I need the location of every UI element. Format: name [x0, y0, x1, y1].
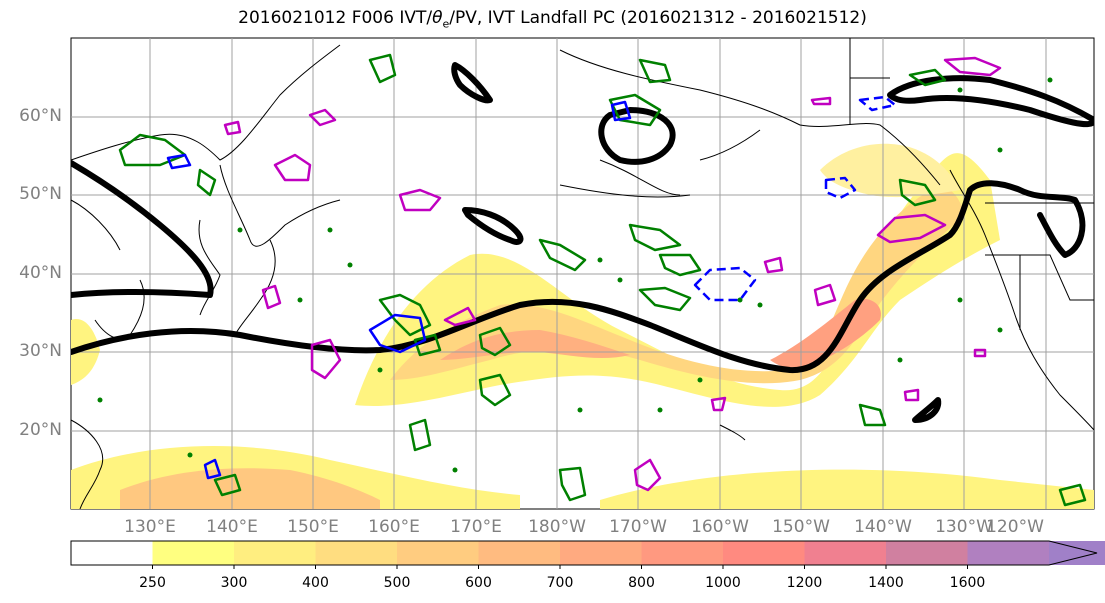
lon-label-170e: 170°E — [450, 517, 502, 537]
lon-label-170w: 170°W — [609, 517, 667, 537]
colorbar-tick-label: 1400 — [868, 575, 904, 591]
colorbar-segment — [478, 541, 560, 565]
lat-label-30n: 30°N — [19, 341, 62, 361]
colorbar-segment — [641, 541, 723, 565]
colorbar-segment — [723, 541, 805, 565]
ivt-shading — [71, 143, 1094, 509]
lon-label-120w: 120°W — [986, 517, 1044, 537]
lon-label-150e: 150°E — [287, 517, 339, 537]
colorbar-segment — [315, 541, 397, 565]
pv-positive-dots — [97, 77, 1053, 473]
colorbar-segment — [804, 541, 886, 565]
colorbar-tick-label: 1000 — [705, 575, 741, 591]
lon-label-130w: 130°W — [935, 517, 993, 537]
colorbar-segment — [234, 541, 316, 565]
colorbar-tick-label: 250 — [139, 575, 166, 591]
lat-label-60n: 60°N — [19, 106, 62, 126]
colorbar-tick-label: 1200 — [786, 575, 823, 591]
colorbar-segment — [967, 541, 1049, 565]
colorbar-outline — [70, 540, 1098, 566]
colorbar-tick-label: 700 — [546, 575, 574, 591]
lat-label-40n: 40°N — [19, 263, 62, 283]
chart-title: 2016021012 F006 IVT/θe/PV, IVT Landfall … — [238, 8, 867, 31]
colorbar-segment-below — [71, 541, 153, 565]
lon-label-160w: 160°W — [691, 517, 749, 537]
colorbar-tick-label: 500 — [383, 575, 411, 591]
colorbar-tick-label: 1600 — [949, 575, 986, 591]
theta-e-contours — [71, 62, 1094, 423]
graticule — [71, 38, 1094, 509]
landfall-contours — [223, 56, 1002, 492]
pv-positive-contours — [118, 53, 1087, 507]
colorbar-segment — [886, 541, 968, 565]
lon-label-180w: 180°W — [528, 517, 586, 537]
lon-label-140w: 140°W — [854, 517, 912, 537]
lon-label-150w: 150°W — [772, 517, 830, 537]
colorbar-tick-label: 300 — [220, 575, 248, 591]
pv-negative-contours — [166, 95, 897, 480]
colorbar-segment — [560, 541, 642, 565]
lat-label-50n: 50°N — [19, 184, 62, 204]
lon-label-140e: 140°E — [206, 517, 258, 537]
colorbar-tick-label: 400 — [302, 575, 329, 591]
colorbar-segment — [397, 541, 479, 565]
colorbar-segment — [152, 541, 234, 565]
lon-label-160e: 160°E — [368, 517, 420, 537]
colorbar-tick-label: 600 — [465, 575, 492, 591]
colorbar — [70, 540, 1105, 569]
colorbar-tick-label: 800 — [628, 575, 655, 591]
lat-label-20n: 20°N — [19, 420, 62, 440]
lon-label-130e: 130°E — [124, 517, 176, 537]
colorbar-extend-arrow — [1049, 541, 1105, 565]
